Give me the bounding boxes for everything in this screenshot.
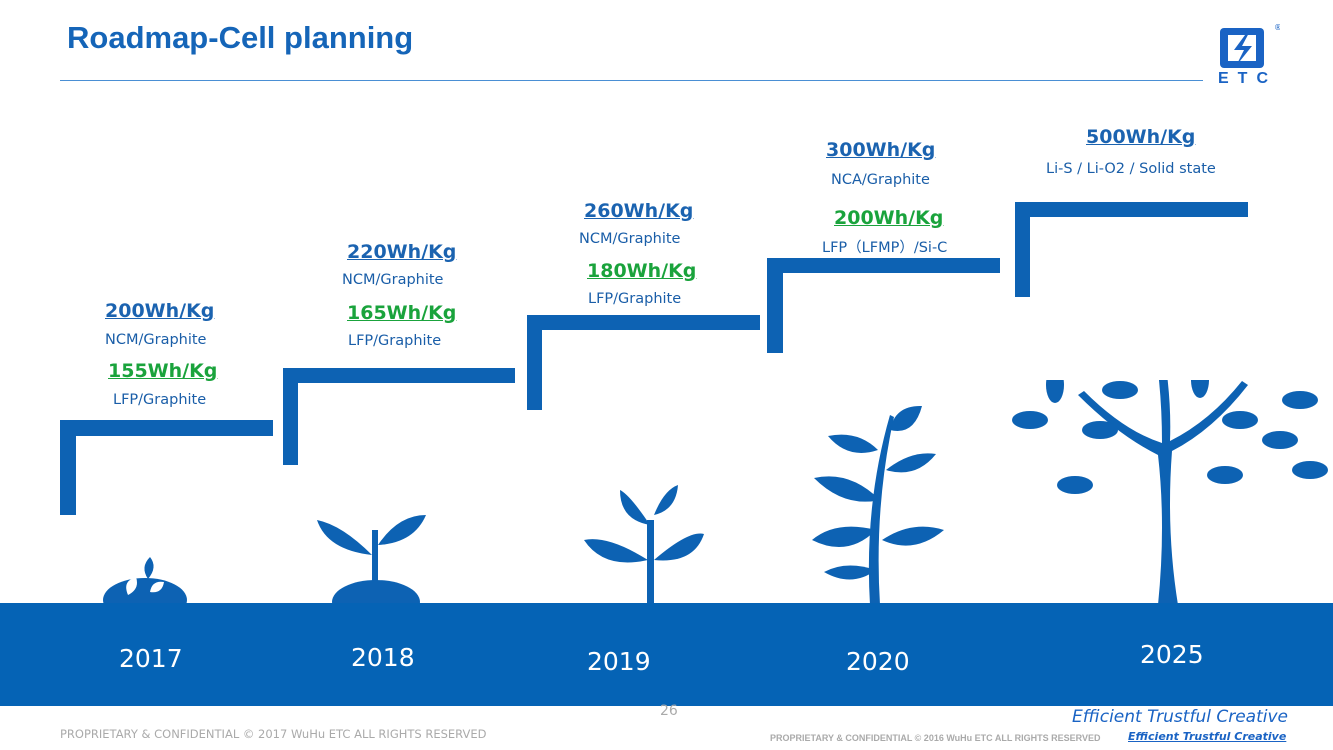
step-2020-riser [767, 258, 783, 353]
tree-icon [1012, 380, 1328, 605]
svg-text:®: ® [1274, 23, 1280, 32]
year-2019: 2019 [587, 647, 651, 676]
chem-2017-lfp: LFP/Graphite [113, 392, 207, 408]
step-2019-top [527, 315, 760, 330]
chem-2020-lfp: LFP（LFMP）/Si-C [822, 240, 948, 256]
chem-2018-ncm: NCM/Graphite [342, 272, 444, 288]
chem-2018-lfp: LFP/Graphite [348, 333, 442, 349]
energy-2018-lfp: 165Wh/Kg [347, 302, 457, 324]
footer-copyright-right: PROPRIETARY & CONFIDENTIAL © 2016 WuHu E… [770, 733, 1101, 743]
energy-2020-nca: 300Wh/Kg [826, 139, 936, 161]
sprout-icon [317, 515, 426, 610]
year-2018: 2018 [351, 643, 415, 672]
logo-text: ETC [1218, 70, 1277, 87]
year-2025: 2025 [1140, 640, 1204, 669]
step-2025-riser [1015, 202, 1030, 297]
year-2017: 2017 [119, 644, 183, 673]
chem-2019-ncm: NCM/Graphite [579, 231, 681, 247]
title-divider [60, 80, 1203, 81]
chem-2020-nca: NCA/Graphite [831, 172, 930, 188]
energy-2017-lfp: 155Wh/Kg [108, 360, 218, 382]
step-2017-top [60, 420, 273, 436]
chem-2025: Li-S / Li-O2 / Solid state [1046, 161, 1216, 177]
etc-logo: ® ETC [1218, 22, 1282, 90]
energy-2018-ncm: 220Wh/Kg [347, 241, 457, 263]
year-2020: 2020 [846, 647, 910, 676]
step-2019-riser [527, 315, 542, 410]
page-number: 26 [660, 703, 678, 719]
etc-logo-icon: ® [1220, 23, 1282, 68]
chem-2019-lfp: LFP/Graphite [588, 291, 682, 307]
page-title: Roadmap-Cell planning [67, 20, 414, 55]
chem-2017-ncm: NCM/Graphite [105, 332, 207, 348]
slogan-small: Efficient Trustful Creative [1128, 730, 1287, 743]
energy-2020-lfp: 200Wh/Kg [834, 207, 944, 229]
slogan: Efficient Trustful Creative [1072, 707, 1288, 727]
energy-2017-ncm: 200Wh/Kg [105, 300, 215, 322]
energy-2019-lfp: 180Wh/Kg [587, 260, 697, 282]
energy-2019-ncm: 260Wh/Kg [584, 200, 694, 222]
footer-copyright: PROPRIETARY & CONFIDENTIAL © 2017 WuHu E… [60, 727, 487, 741]
step-2020-top [767, 258, 1000, 273]
plant-illustrations [103, 380, 1328, 610]
energy-2025: 500Wh/Kg [1086, 126, 1196, 148]
young-plant-icon [812, 405, 944, 605]
timeline-band [0, 603, 1333, 706]
seed-icon [103, 557, 187, 610]
step-2018-top [283, 368, 515, 383]
step-2017-riser [60, 420, 76, 515]
step-2025-top [1015, 202, 1248, 217]
step-2018-riser [283, 368, 298, 465]
tree-leaves [1012, 380, 1328, 494]
seedling-icon [584, 485, 704, 605]
